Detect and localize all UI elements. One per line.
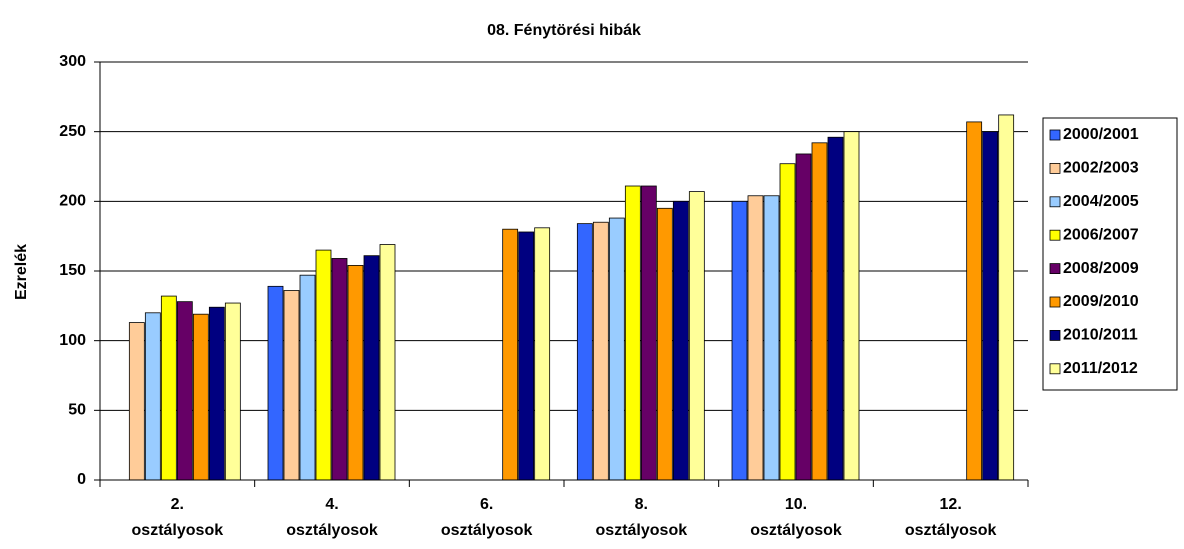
bar bbox=[747, 195, 764, 481]
bar bbox=[688, 191, 705, 481]
bar bbox=[998, 114, 1015, 481]
x-tick-label: 6. osztályosok bbox=[441, 496, 533, 539]
bar bbox=[518, 231, 535, 481]
legend-swatch bbox=[1049, 363, 1061, 375]
bar bbox=[176, 301, 193, 481]
bar bbox=[656, 207, 673, 481]
bar bbox=[966, 121, 983, 481]
bar bbox=[779, 163, 796, 481]
y-tick-label: 200 bbox=[59, 193, 86, 210]
y-tick-label: 50 bbox=[68, 402, 86, 419]
y-axis-label: Ezrelék bbox=[13, 244, 30, 300]
bar bbox=[379, 244, 396, 481]
bar bbox=[640, 185, 657, 481]
legend-label: 2002/2003 bbox=[1063, 160, 1139, 177]
bar bbox=[347, 265, 364, 481]
legend-label: 2010/2011 bbox=[1063, 327, 1138, 344]
bar bbox=[763, 195, 780, 481]
bar bbox=[283, 290, 300, 481]
bar bbox=[363, 255, 380, 481]
bar bbox=[811, 142, 828, 481]
bar bbox=[624, 185, 641, 481]
bar bbox=[592, 221, 609, 481]
legend-swatch bbox=[1049, 129, 1061, 141]
legend-label: 2008/2009 bbox=[1063, 260, 1139, 277]
bar bbox=[795, 153, 812, 481]
legend-label: 2011/2012 bbox=[1063, 360, 1138, 377]
x-tick-label: 10. osztályosok bbox=[750, 496, 842, 539]
bar bbox=[731, 200, 748, 481]
x-tick-label: 4. osztályosok bbox=[286, 496, 378, 539]
legend-label: 2006/2007 bbox=[1063, 226, 1139, 243]
bar bbox=[502, 228, 519, 481]
x-tick-label: 2. osztályosok bbox=[132, 496, 224, 539]
bar bbox=[128, 322, 145, 481]
bar bbox=[299, 274, 316, 481]
legend-swatch bbox=[1049, 263, 1061, 275]
y-tick-label: 300 bbox=[59, 53, 86, 70]
bar bbox=[315, 249, 332, 481]
legend-swatch bbox=[1049, 229, 1061, 241]
bar bbox=[827, 136, 844, 481]
bar bbox=[982, 131, 999, 481]
bar bbox=[267, 285, 284, 481]
legend-label: 2004/2005 bbox=[1063, 193, 1139, 210]
y-tick-label: 0 bbox=[77, 471, 86, 488]
x-tick-label: 12. osztályosok bbox=[905, 496, 997, 539]
bar bbox=[576, 223, 593, 481]
bar bbox=[331, 258, 348, 481]
legend-swatch bbox=[1049, 329, 1061, 341]
bar bbox=[208, 306, 225, 481]
bar bbox=[608, 217, 625, 481]
legend: 2000/2001 2002/2003 2004/2005 2006/2007 2008… bbox=[1042, 117, 1178, 391]
chart-title: 08. Fénytörési hibák bbox=[487, 22, 641, 39]
legend-box bbox=[1042, 117, 1178, 391]
bar bbox=[192, 313, 209, 481]
bar bbox=[144, 312, 161, 481]
bar bbox=[160, 295, 177, 481]
bar bbox=[672, 200, 689, 481]
bar bbox=[534, 227, 551, 481]
y-tick-label: 250 bbox=[59, 123, 86, 140]
y-tick-label: 100 bbox=[59, 332, 86, 349]
bar bbox=[843, 131, 860, 481]
legend-swatch bbox=[1049, 196, 1061, 208]
y-tick-label: 150 bbox=[59, 262, 86, 279]
x-tick-label: 8. osztályosok bbox=[596, 496, 688, 539]
legend-swatch bbox=[1049, 162, 1061, 174]
bar bbox=[224, 302, 241, 481]
legend-swatch bbox=[1049, 296, 1061, 308]
legend-label: 2009/2010 bbox=[1063, 293, 1139, 310]
legend-label: 2000/2001 bbox=[1063, 126, 1139, 143]
